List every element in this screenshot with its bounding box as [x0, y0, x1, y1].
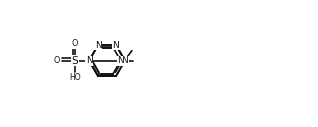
- Text: HO: HO: [69, 73, 80, 82]
- Text: O: O: [86, 56, 93, 65]
- Text: N: N: [86, 56, 93, 65]
- Text: N: N: [113, 41, 119, 50]
- Text: N: N: [117, 56, 124, 65]
- Text: O: O: [72, 39, 78, 48]
- Text: N: N: [95, 41, 101, 50]
- Text: S: S: [71, 56, 78, 66]
- Text: N: N: [121, 56, 128, 65]
- Text: O: O: [54, 56, 60, 65]
